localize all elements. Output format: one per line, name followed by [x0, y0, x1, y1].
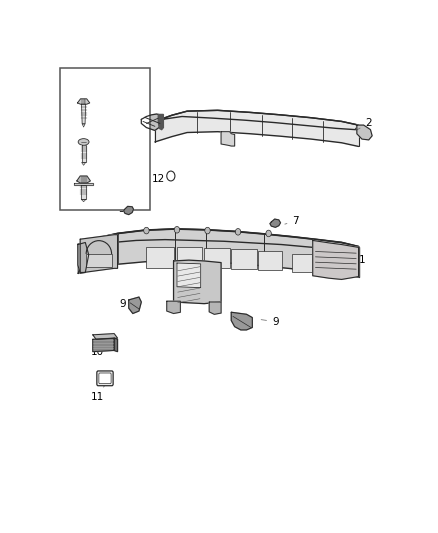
Circle shape: [167, 171, 175, 181]
Text: 9: 9: [119, 299, 136, 309]
Text: 5: 5: [119, 204, 131, 214]
Polygon shape: [81, 163, 86, 165]
Text: 10: 10: [90, 346, 110, 357]
Polygon shape: [82, 124, 85, 127]
Bar: [231, 249, 257, 269]
Polygon shape: [81, 145, 86, 163]
Polygon shape: [80, 235, 117, 272]
Polygon shape: [78, 229, 359, 251]
Text: 9: 9: [261, 317, 279, 327]
FancyBboxPatch shape: [97, 371, 113, 386]
Polygon shape: [150, 110, 359, 130]
Text: 7: 7: [285, 216, 299, 226]
Text: 4: 4: [96, 98, 121, 108]
Polygon shape: [78, 243, 88, 273]
Circle shape: [205, 227, 210, 234]
Bar: [86, 254, 112, 267]
Polygon shape: [74, 183, 93, 185]
Polygon shape: [81, 104, 86, 124]
Text: 6: 6: [96, 137, 121, 147]
Polygon shape: [78, 99, 90, 104]
Polygon shape: [124, 206, 134, 215]
Bar: [258, 251, 282, 270]
Polygon shape: [81, 199, 86, 202]
Bar: [60, 68, 150, 209]
Circle shape: [266, 230, 271, 237]
Polygon shape: [77, 176, 90, 183]
Polygon shape: [177, 263, 201, 288]
Bar: [204, 248, 230, 268]
Polygon shape: [93, 338, 114, 352]
Polygon shape: [209, 302, 221, 314]
Text: 1: 1: [348, 255, 365, 265]
Polygon shape: [313, 240, 359, 279]
Bar: [293, 254, 314, 272]
Polygon shape: [270, 219, 280, 227]
Bar: [177, 247, 202, 268]
Polygon shape: [93, 334, 117, 340]
FancyBboxPatch shape: [99, 373, 111, 384]
Circle shape: [235, 229, 241, 235]
Polygon shape: [114, 338, 117, 352]
Text: 2: 2: [356, 118, 372, 131]
Circle shape: [144, 227, 149, 234]
Polygon shape: [155, 110, 359, 147]
Text: 11: 11: [90, 385, 105, 402]
Polygon shape: [81, 185, 86, 199]
Polygon shape: [158, 115, 163, 130]
Polygon shape: [231, 312, 252, 330]
Polygon shape: [221, 132, 235, 146]
Polygon shape: [129, 297, 141, 313]
Text: 8: 8: [98, 176, 121, 186]
Polygon shape: [357, 125, 372, 140]
Circle shape: [174, 227, 180, 233]
Polygon shape: [167, 301, 180, 313]
Text: 12: 12: [152, 174, 173, 184]
Polygon shape: [173, 260, 221, 304]
Bar: [146, 247, 173, 268]
Polygon shape: [78, 229, 359, 277]
Ellipse shape: [78, 139, 89, 145]
Polygon shape: [141, 114, 163, 131]
